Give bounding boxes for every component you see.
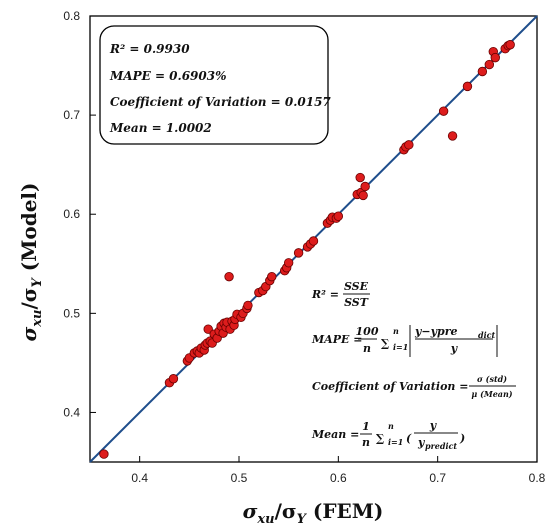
x-axis-ticks: 0.4 0.5 0.6 0.7 0.8 [131,456,546,485]
y-tick-label: 0.8 [63,9,80,23]
svg-text:R² =: R² = [311,288,339,301]
svg-text:(: ( [406,432,412,445]
stat-cov: Coefficient of Variation = 0.0157 [110,95,331,109]
y-tick-label: 0.6 [63,207,80,221]
formula-cov: Coefficient of Variation = σ (std) μ (Me… [312,374,516,399]
svg-text:n: n [362,436,370,449]
data-point [267,271,277,282]
svg-text:σ (std): σ (std) [477,374,507,384]
svg-text:100: 100 [356,325,379,338]
data-point [358,190,368,201]
svg-text:SST: SST [344,296,369,309]
svg-text:n: n [393,326,399,336]
data-point [243,300,253,311]
y-axis-ticks: 0.4 0.5 0.6 0.7 0.8 [63,9,96,419]
x-tick-label: 0.8 [529,471,546,485]
svg-text:y−ypre: y−ypre [414,325,458,338]
stat-mape: MAPE = 0.6903% [109,69,227,83]
svg-text:i=1: i=1 [388,437,403,447]
formula-mape: MAPE = 100 n ∑ n i=1 y−ypre dict y [311,325,498,357]
data-point [438,106,449,116]
svg-text:predict: predict [425,441,457,451]
formula-r2: R² = SSE SST [311,280,370,309]
x-tick-label: 0.6 [330,471,347,485]
data-point [99,449,109,459]
svg-text:n: n [388,421,394,431]
svg-text:∑: ∑ [381,337,390,350]
svg-text:μ (Mean): μ (Mean) [471,389,512,399]
svg-text:y: y [417,436,426,449]
y-tick-label: 0.7 [63,108,80,122]
plot-frame [89,15,538,463]
data-point [355,172,365,183]
x-tick-label: 0.7 [429,471,446,485]
x-tick-label: 0.4 [131,471,148,485]
data-point [490,52,500,63]
data-point [333,211,344,221]
y-tick-label: 0.5 [63,306,80,320]
svg-text:Mean =: Mean = [311,428,359,441]
data-point [224,271,234,282]
svg-text:∑: ∑ [376,432,385,445]
svg-text:Coefficient of Variation =: Coefficient of Variation = [312,380,468,393]
stats-box: R² = 0.9930 MAPE = 0.6903% Coefficient o… [99,25,331,145]
svg-text:i=1: i=1 [393,342,408,352]
x-axis-title: σxu/σY (FEM) [243,499,384,527]
y-axis-title: σxu/σY (Model) [17,183,45,342]
data-point [203,324,213,334]
svg-text:y: y [429,419,438,432]
stat-mean: Mean = 1.0002 [109,121,212,135]
data-point [505,40,515,50]
x-tick-label: 0.5 [231,471,248,485]
data-point [484,59,495,70]
svg-text:MAPE =: MAPE = [311,333,362,346]
data-point [462,81,473,92]
data-points [99,40,515,459]
data-point [283,258,294,268]
stat-r2: R² = 0.9930 [109,42,190,56]
data-point [477,66,488,77]
svg-text:n: n [363,342,371,355]
data-point [447,131,458,141]
data-point [360,181,370,192]
data-point [168,374,179,384]
y-tick-label: 0.4 [63,405,80,419]
data-point [293,248,304,258]
data-point [404,140,414,150]
svg-text:): ) [459,432,465,445]
svg-text:y: y [450,342,459,355]
svg-text:dict: dict [478,330,496,340]
svg-text:SSE: SSE [344,280,369,293]
data-point [308,236,319,246]
formula-mean: Mean = 1 n ∑ n i=1 ( y y predict ) [311,419,465,451]
svg-text:1: 1 [362,420,370,433]
